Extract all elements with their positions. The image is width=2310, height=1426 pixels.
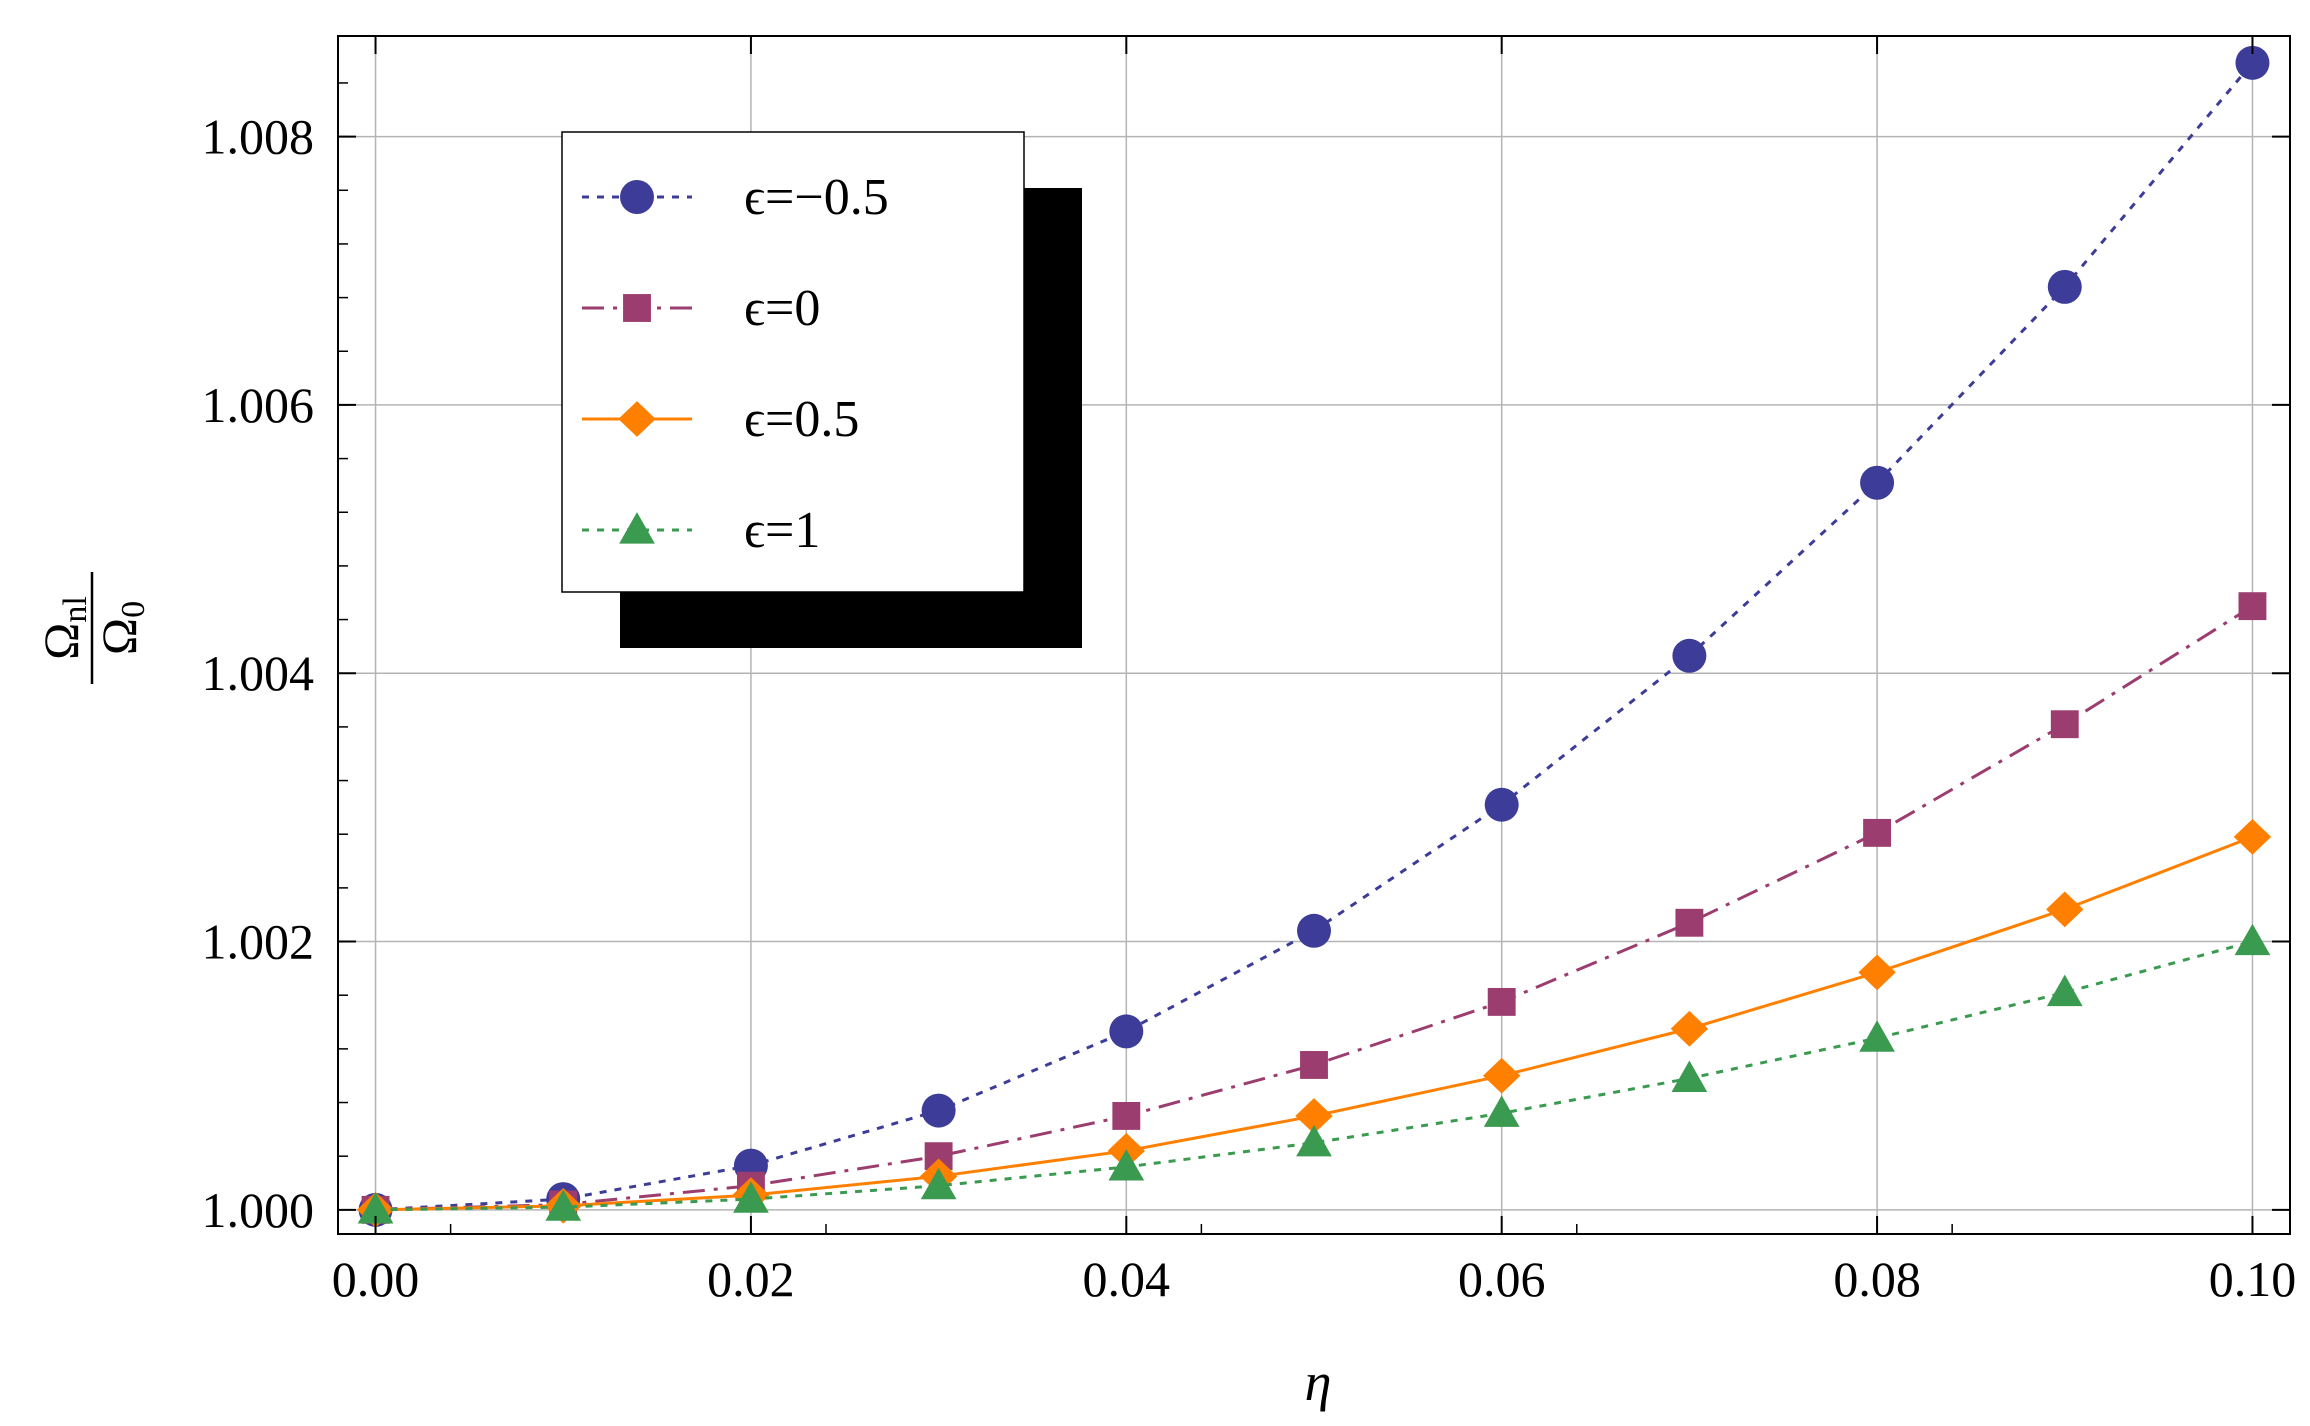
data-point [1859, 1020, 1895, 1052]
y-axis-label-denominator: Ω0 [91, 601, 152, 655]
data-point [733, 1181, 769, 1213]
data-point [1112, 1102, 1141, 1130]
data-point [1670, 1010, 1709, 1047]
y-axis-label-symbol-top: Ω [33, 623, 89, 660]
x-axis-ticks: 0.00 0.02 0.04 0.06 0.08 0.10 [332, 36, 2296, 1307]
legend-label: ϵ=1 [744, 502, 820, 559]
y-axis-ticks: 1.000 1.002 1.004 1.006 1.008 [202, 82, 2290, 1238]
data-point [2046, 974, 2083, 1007]
x-tick-label: 0.04 [1083, 1251, 1171, 1307]
data-point [1482, 1057, 1521, 1094]
data-point [357, 1192, 394, 1224]
y-axis-label-num-sub: nl [57, 596, 94, 622]
legend-item: ϵ=0 [582, 280, 820, 337]
y-axis-label: Ωnl Ω0 [33, 572, 152, 684]
legend-label: ϵ=0 [744, 280, 820, 337]
y-tick-label: 1.004 [202, 645, 315, 701]
data-point [1672, 638, 1707, 673]
y-tick-label: 1.006 [202, 377, 315, 433]
legend-label: ϵ=−0.5 [744, 169, 889, 226]
legend-marker [618, 401, 656, 437]
data-point [2234, 923, 2271, 956]
x-tick-label: 0.02 [707, 1251, 795, 1307]
data-point [1863, 818, 1892, 847]
data-point [2050, 710, 2079, 739]
data-point [2047, 269, 2082, 304]
x-axis-label: η [1305, 1352, 1332, 1412]
legend-item: ϵ=−0.5 [582, 169, 889, 226]
data-point [545, 1189, 582, 1221]
y-axis-label-symbol-bottom: Ω [91, 618, 147, 655]
legend-item: ϵ=1 [582, 502, 820, 559]
data-point [1860, 465, 1895, 500]
legend: ϵ=−0.5 ϵ=0 ϵ=0.5 ϵ=1 [561, 131, 1082, 648]
data-point [1484, 787, 1519, 822]
data-point [1483, 1095, 1520, 1127]
series-line [375, 940, 2253, 1212]
data-point [1671, 1060, 1708, 1092]
x-tick-label: 0.00 [332, 1251, 420, 1307]
data-point [1487, 987, 1516, 1016]
series-layer [356, 45, 2272, 1228]
data-point [2046, 891, 2084, 928]
data-point [1300, 1051, 1328, 1079]
y-tick-label: 1.000 [202, 1182, 315, 1238]
data-point [2233, 819, 2272, 855]
data-point [2238, 592, 2267, 621]
plot-frame [337, 35, 2291, 1235]
legend-item: ϵ=0.5 [582, 391, 859, 448]
data-point [1108, 1149, 1145, 1181]
series-3 [356, 819, 2272, 1228]
data-point [920, 1167, 957, 1200]
data-point [1858, 954, 1896, 991]
data-point [1297, 913, 1331, 948]
data-point [1296, 1124, 1332, 1157]
series-4 [357, 923, 2271, 1224]
series-line [375, 604, 2254, 1212]
data-point [1675, 908, 1704, 937]
data-point [1109, 1014, 1144, 1049]
legend-items: ϵ=−0.5 ϵ=0 ϵ=0.5 ϵ=1 [582, 169, 889, 559]
data-point [1295, 1098, 1333, 1134]
data-point [921, 1093, 956, 1128]
legend-marker [619, 512, 655, 544]
y-tick-label: 1.002 [202, 914, 315, 970]
legend-marker [623, 294, 651, 322]
data-point [2235, 45, 2270, 80]
y-axis-label-numerator: Ωnl [33, 596, 94, 660]
x-tick-label: 0.10 [2209, 1251, 2297, 1307]
x-tick-label: 0.08 [1833, 1251, 1921, 1307]
legend-label: ϵ=0.5 [744, 391, 859, 448]
x-tick-label: 0.06 [1458, 1251, 1546, 1307]
y-tick-label: 1.008 [202, 109, 315, 165]
y-axis-label-den-sub: 0 [115, 601, 152, 618]
legend-marker [620, 180, 654, 214]
